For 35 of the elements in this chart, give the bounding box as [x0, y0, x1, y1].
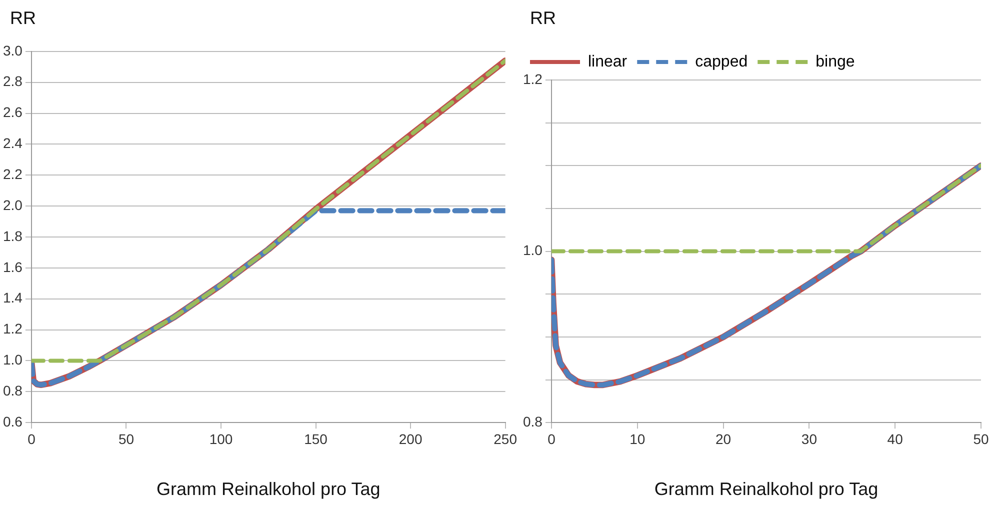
legend-label: linear: [588, 53, 628, 70]
x-tick-label: 50: [118, 430, 134, 447]
y-tick-label: 1.8: [2, 228, 23, 244]
y-tick-label: 1.0: [522, 242, 543, 258]
x-tick-label: 0: [548, 430, 556, 447]
x-tick-label: 250: [494, 430, 518, 447]
x-tick-label: 100: [209, 430, 233, 447]
x-tick-label: 40: [887, 430, 904, 447]
y-axis-title: RR: [10, 8, 36, 29]
y-tick-label: 3.0: [2, 42, 23, 58]
y-tick-label: 1.6: [2, 258, 23, 275]
legend-label: binge: [816, 53, 855, 70]
y-tick-label: 2.4: [2, 135, 23, 152]
y-tick-label: 2.0: [2, 196, 23, 213]
y-tick-label: 2.8: [2, 73, 23, 90]
y-tick-label: 0.8: [522, 413, 543, 430]
x-axis-title: Gramm Reinalkohol pro Tag: [156, 479, 380, 500]
x-tick-label: 0: [28, 430, 36, 447]
y-tick-label: 1.2: [522, 70, 543, 87]
y-tick-label: 1.4: [2, 290, 23, 306]
y-axis-title: RR: [530, 8, 556, 29]
y-tick-label: 0.8: [2, 382, 23, 399]
y-tick-label: 1.2: [2, 320, 23, 337]
y-tick-label: 2.6: [2, 104, 23, 120]
x-tick-label: 200: [398, 430, 422, 447]
x-tick-label: 150: [304, 430, 328, 447]
x-tick-label: 20: [715, 430, 732, 447]
x-tick-label: 10: [630, 430, 646, 447]
y-tick-label: 0.6: [2, 413, 23, 430]
y-tick-label: 2.2: [2, 166, 23, 182]
x-tick-label: 50: [973, 430, 989, 447]
x-tick-label: 30: [801, 430, 818, 447]
x-axis-title: Gramm Reinalkohol pro Tag: [654, 479, 878, 500]
legend-label: capped: [695, 53, 748, 70]
y-tick-label: 1.0: [2, 352, 23, 368]
